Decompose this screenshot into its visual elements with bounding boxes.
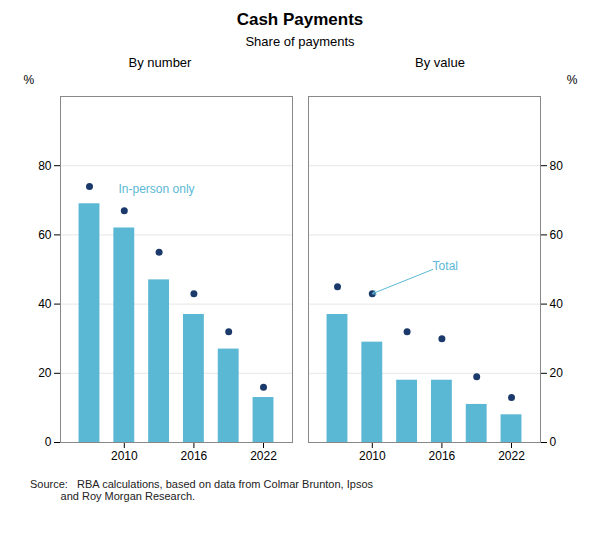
svg-text:20: 20 — [550, 366, 564, 380]
html-text:Source: RBA calculations, base: Source: RBA calculations, based on data … — [30, 478, 373, 502]
svg-text:60: 60 — [550, 228, 564, 242]
svg-text:In-person only: In-person only — [119, 182, 195, 196]
svg-text:2010: 2010 — [111, 449, 138, 463]
html-text:Cash Payments: Cash Payments — [236, 10, 364, 29]
svg-text:20: 20 — [38, 366, 52, 380]
svg-text:80: 80 — [550, 159, 564, 173]
html-text:By value: By value — [415, 55, 465, 70]
svg-text:Total: Total — [433, 259, 458, 273]
svg-text:2016: 2016 — [429, 449, 456, 463]
svg-text:%: % — [567, 73, 578, 87]
html-text:Share of payments: Share of payments — [245, 34, 355, 49]
svg-text:60: 60 — [38, 228, 52, 242]
svg-text:2022: 2022 — [250, 449, 277, 463]
svg-text:2016: 2016 — [181, 449, 208, 463]
svg-text:0: 0 — [550, 435, 557, 449]
svg-text:0: 0 — [45, 435, 52, 449]
svg-text:2010: 2010 — [359, 449, 386, 463]
svg-text:40: 40 — [550, 297, 564, 311]
svg-text:%: % — [24, 73, 35, 87]
svg-text:40: 40 — [38, 297, 52, 311]
svg-text:2022: 2022 — [498, 449, 525, 463]
html-text:By number: By number — [128, 55, 192, 70]
svg-text:80: 80 — [38, 159, 52, 173]
